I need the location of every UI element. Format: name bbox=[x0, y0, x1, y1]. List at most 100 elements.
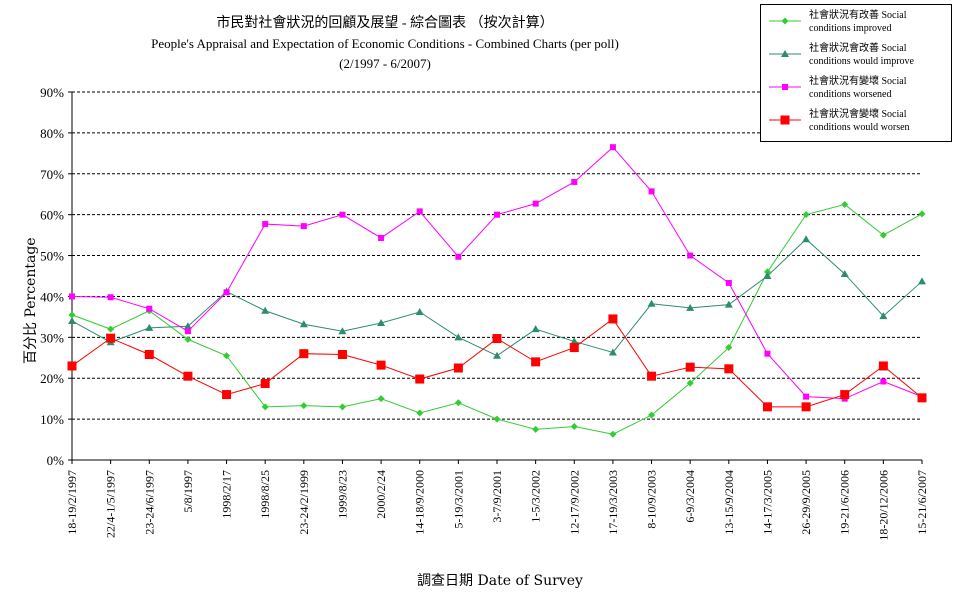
data-point bbox=[494, 211, 500, 218]
data-point bbox=[647, 299, 656, 307]
data-point bbox=[841, 200, 849, 208]
data-point bbox=[764, 350, 771, 357]
legend-swatch-would-worsen bbox=[769, 115, 801, 125]
legend-swatch-would-improve bbox=[769, 50, 801, 57]
data-point bbox=[686, 303, 695, 311]
data-point bbox=[493, 351, 501, 359]
x-tick-label: 17-19/3/2003 bbox=[606, 470, 620, 535]
data-point bbox=[146, 305, 153, 312]
data-point bbox=[454, 333, 463, 341]
data-point bbox=[299, 349, 309, 359]
legend-swatch-improved bbox=[769, 17, 801, 25]
data-point bbox=[144, 350, 154, 360]
legend-marker bbox=[782, 84, 788, 90]
chart-date-range: (2/1997 - 6/2007) bbox=[339, 56, 431, 71]
x-tick-label: 1-5/3/2002 bbox=[529, 470, 543, 523]
data-point bbox=[338, 403, 346, 411]
data-point bbox=[570, 337, 579, 345]
y-tick-label: 40% bbox=[40, 289, 64, 304]
x-tick-label: 8-10/9/2003 bbox=[645, 470, 659, 529]
chart-title: 市民對社會狀況的回顧及展望 - 綜合圖表 （按次計算） bbox=[216, 16, 554, 31]
data-point bbox=[416, 208, 423, 215]
y-tick-label: 60% bbox=[40, 208, 64, 223]
legend-marker bbox=[780, 115, 790, 125]
x-tick-label: 15-21/6/2007 bbox=[915, 470, 929, 535]
data-point bbox=[569, 343, 579, 353]
data-point bbox=[107, 294, 114, 301]
legend-label: conditions would improve bbox=[809, 56, 914, 67]
data-point bbox=[299, 320, 308, 328]
data-point bbox=[416, 409, 424, 417]
data-point bbox=[532, 425, 540, 433]
data-point bbox=[531, 325, 540, 333]
y-tick-label: 0% bbox=[47, 453, 65, 468]
x-tick-label: 18-20/12/2006 bbox=[876, 470, 890, 541]
legend-label: conditions worsened bbox=[809, 89, 892, 100]
x-tick-label: 22/4-1/5/1997 bbox=[104, 470, 118, 538]
data-point bbox=[223, 352, 231, 360]
data-point bbox=[532, 200, 539, 207]
legend-entry-worsened: 社會狀況有變壞 Social conditions worsened bbox=[809, 75, 949, 101]
legend: 社會狀況有改善 Social conditions improved 社會狀況會… bbox=[760, 4, 952, 142]
legend-marker bbox=[781, 17, 789, 25]
data-point bbox=[415, 307, 424, 315]
data-point bbox=[879, 231, 887, 239]
x-tick-label: 1998/8/25 bbox=[258, 470, 272, 519]
data-point bbox=[609, 144, 616, 151]
x-tick-label: 13-15/9/2004 bbox=[722, 470, 736, 535]
data-point bbox=[184, 328, 191, 335]
data-point bbox=[802, 235, 811, 243]
x-tick-label: 1998/2/17 bbox=[220, 470, 234, 519]
x-tick-label: 26-29/9/2005 bbox=[799, 470, 813, 535]
data-point bbox=[763, 272, 772, 279]
data-point bbox=[378, 234, 385, 241]
x-tick-label: 2000/2/24 bbox=[374, 470, 388, 519]
data-point bbox=[300, 402, 308, 410]
y-tick-label: 30% bbox=[40, 330, 64, 345]
legend-entry-would-worsen: 社會狀況會變壞 Social conditions would worsen bbox=[809, 108, 949, 134]
y-tick-label: 90% bbox=[40, 85, 64, 100]
y-axis-label: 百分比 Percentage bbox=[23, 237, 39, 364]
series-would-improve bbox=[68, 235, 926, 359]
legend-label: conditions would worsen bbox=[809, 122, 910, 133]
data-point bbox=[724, 300, 733, 308]
x-tick-label: 14-17/3/2005 bbox=[760, 470, 774, 535]
data-point bbox=[918, 210, 926, 218]
x-tick-label: 5/8/1997 bbox=[181, 470, 195, 513]
data-point bbox=[68, 311, 76, 319]
data-point bbox=[686, 379, 694, 387]
data-point bbox=[454, 399, 462, 407]
data-point bbox=[415, 374, 425, 384]
data-point bbox=[107, 325, 115, 333]
x-tick-label: 3-7/9/2001 bbox=[490, 470, 504, 523]
data-point bbox=[687, 252, 694, 259]
data-point bbox=[69, 293, 75, 300]
data-point bbox=[68, 316, 76, 324]
data-point bbox=[531, 357, 541, 367]
x-axis-label: 調查日期 Date of Survey bbox=[417, 573, 583, 589]
data-point bbox=[803, 393, 810, 400]
chart-subtitle: People's Appraisal and Expectation of Ec… bbox=[151, 36, 619, 51]
data-point bbox=[338, 327, 347, 335]
y-tick-label: 70% bbox=[40, 167, 64, 182]
data-point bbox=[608, 314, 618, 324]
data-point bbox=[184, 335, 192, 343]
y-tick-label: 50% bbox=[40, 249, 64, 264]
data-point bbox=[608, 348, 617, 356]
data-point bbox=[647, 371, 657, 381]
y-tick-label: 10% bbox=[40, 412, 64, 427]
x-tick-label: 14-18/9/2000 bbox=[413, 470, 427, 535]
data-point bbox=[609, 430, 617, 438]
data-point bbox=[725, 344, 733, 352]
data-point bbox=[685, 362, 695, 372]
data-point bbox=[725, 279, 732, 286]
data-point bbox=[183, 322, 192, 330]
data-point bbox=[145, 323, 154, 331]
data-point bbox=[918, 277, 926, 285]
data-point bbox=[880, 378, 887, 385]
x-tick-label: 5-19/3/2001 bbox=[451, 470, 465, 529]
data-point bbox=[377, 395, 385, 403]
series-line bbox=[71, 146, 923, 400]
data-point bbox=[337, 350, 347, 360]
